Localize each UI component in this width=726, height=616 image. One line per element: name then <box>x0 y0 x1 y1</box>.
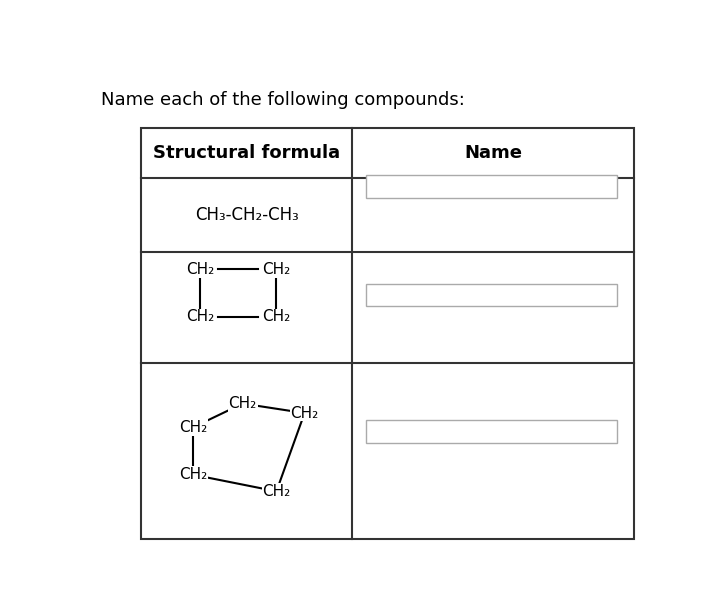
Bar <box>367 176 617 198</box>
Text: Name each of the following compounds:: Name each of the following compounds: <box>101 91 465 108</box>
Bar <box>142 129 634 539</box>
Text: CH₂: CH₂ <box>290 405 319 421</box>
Text: CH₂: CH₂ <box>229 396 257 411</box>
Text: CH₂: CH₂ <box>262 484 290 499</box>
Bar <box>367 283 617 306</box>
Text: Name: Name <box>464 144 522 163</box>
Text: CH₂: CH₂ <box>262 309 290 324</box>
Text: CH₃-CH₂-CH₃: CH₃-CH₂-CH₃ <box>195 206 299 224</box>
Text: CH₂: CH₂ <box>187 262 215 277</box>
Text: CH₂: CH₂ <box>179 419 208 435</box>
Text: CH₂: CH₂ <box>187 309 215 324</box>
Text: CH₂: CH₂ <box>179 467 208 482</box>
Bar <box>367 420 617 443</box>
Text: Structural formula: Structural formula <box>153 144 340 163</box>
Text: CH₂: CH₂ <box>262 262 290 277</box>
